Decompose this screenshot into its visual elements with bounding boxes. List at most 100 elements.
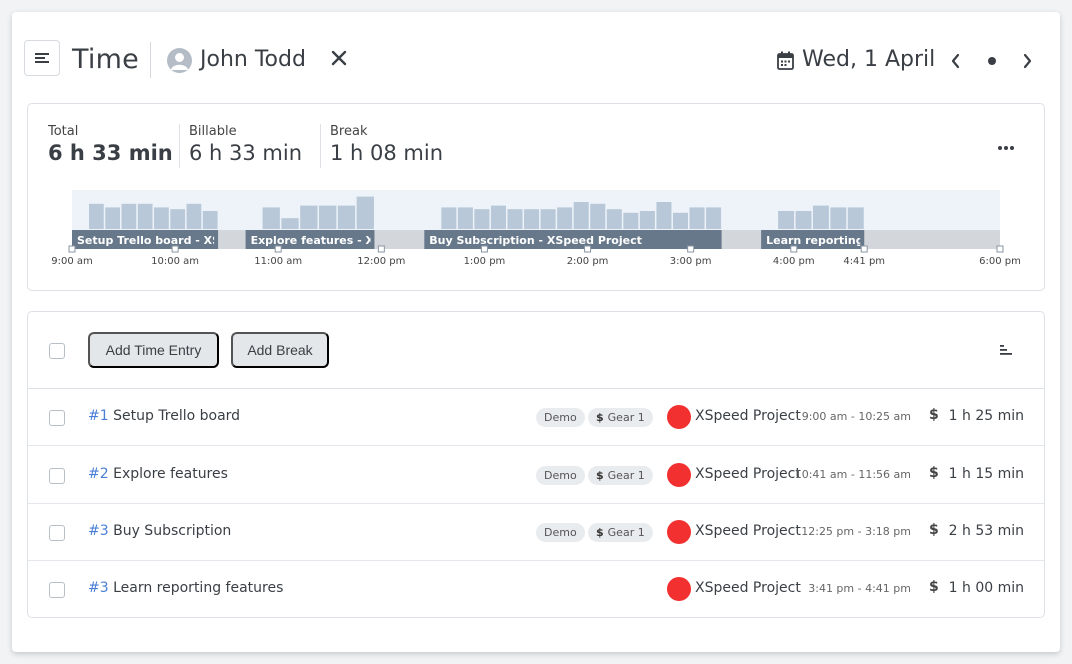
entry-duration[interactable]: 2 h 53 min (948, 523, 1024, 539)
entry-title[interactable]: #1 Setup Trello board (88, 408, 240, 424)
close-icon[interactable] (329, 48, 349, 68)
row-checkbox[interactable] (49, 582, 65, 598)
activity-bar (186, 203, 202, 229)
activity-bar (262, 207, 280, 229)
entry-title-text: Learn reporting features (113, 580, 284, 596)
chevron-left-icon[interactable] (946, 51, 966, 71)
dot-icon[interactable] (982, 51, 1002, 71)
total-stat: Total 6 h 33 min (48, 124, 173, 165)
activity-bar (457, 207, 473, 229)
list-toolbar: Add Time Entry Add Break (28, 312, 1044, 389)
activity-bar (121, 203, 137, 229)
activity-bar (606, 209, 622, 229)
project-name[interactable]: XSpeed Project (695, 580, 801, 596)
entry-title[interactable]: #2 Explore features (88, 466, 228, 482)
tag-chip: Demo (536, 408, 585, 427)
activity-bar (337, 205, 356, 229)
activity-bar (490, 205, 506, 229)
timeline-tick (790, 245, 798, 253)
time-range[interactable]: 9:00 am - 10:25 am (801, 410, 911, 423)
activity-bar (105, 207, 121, 229)
activity-bar (639, 211, 655, 229)
table-row[interactable]: #2 Explore features Demo $ Gear 1 XSpeed Pro… (28, 447, 1044, 504)
table-row[interactable]: #1 Setup Trello board Demo $ Gear 1 XSpeed P… (28, 389, 1044, 446)
activity-bar (137, 203, 153, 229)
more-icon[interactable] (996, 140, 1016, 156)
billable-dollar-icon[interactable]: $ (929, 522, 939, 538)
timeline-tick-label: 2:00 pm (567, 256, 609, 267)
add-break-button[interactable]: Add Break (231, 332, 329, 368)
timeline-tick (68, 245, 76, 253)
activity-bar (319, 205, 337, 229)
break-stat: Break 1 h 08 min (330, 124, 443, 165)
timeline-tick (584, 245, 592, 253)
entry-title[interactable]: #3 Learn reporting features (88, 580, 283, 596)
entry-title[interactable]: #3 Buy Subscription (88, 523, 231, 539)
date-display[interactable]: Wed, 1 April (802, 47, 936, 72)
project-name[interactable]: XSpeed Project (695, 408, 801, 424)
chevron-right-icon[interactable] (1017, 51, 1037, 71)
tag-label: Demo (544, 411, 577, 424)
entry-title-text: Explore features (113, 466, 228, 482)
entry-number[interactable]: #1 (88, 408, 109, 424)
entry-title-text: Setup Trello board (113, 408, 241, 424)
billable-dollar-icon[interactable]: $ (929, 407, 939, 423)
timeline-entry-label: Learn reporting features - XSpeed Projec… (766, 234, 1027, 247)
billable-value: 6 h 33 min (189, 141, 303, 165)
timeline-entry-bar[interactable] (761, 230, 865, 249)
timeline-tick (480, 245, 488, 253)
select-all-checkbox[interactable] (49, 343, 65, 359)
row-checkbox[interactable] (49, 410, 65, 426)
timeline-tick-label: 10:00 am (151, 256, 199, 267)
activity-bar (830, 207, 847, 229)
timeline-entry-label: Explore features - XSpeed Project (251, 234, 461, 247)
project-name[interactable]: XSpeed Project (695, 523, 801, 539)
page-title: Time (72, 44, 139, 75)
dollar-icon: $ (596, 526, 604, 539)
timeline-tick-label: 11:00 am (254, 256, 302, 267)
entry-duration[interactable]: 1 h 00 min (948, 580, 1024, 596)
activity-bar (672, 212, 689, 229)
timeline-entry-label: Setup Trello board - XSpeed Project (77, 234, 299, 247)
break-value: 1 h 08 min (330, 141, 444, 165)
user-avatar-icon (167, 48, 192, 73)
stat-divider (179, 124, 180, 168)
table-row[interactable]: #3 Learn reporting features XSpeed Projec… (28, 561, 1044, 618)
billable-dollar-icon[interactable]: $ (929, 579, 939, 595)
entry-duration[interactable]: 1 h 15 min (948, 466, 1024, 482)
timeline-chart: Setup Trello board - XSpeed ProjectExplo… (51, 190, 1027, 267)
row-checkbox[interactable] (49, 525, 65, 541)
activity-bar (590, 203, 606, 229)
billable-stat: Billable 6 h 33 min (189, 124, 302, 165)
billable-dollar-icon[interactable]: $ (929, 465, 939, 481)
timeline-tick (996, 245, 1004, 253)
entry-number[interactable]: #2 (88, 466, 109, 482)
time-range[interactable]: 10:41 am - 11:56 am (794, 468, 911, 481)
entry-number[interactable]: #3 (88, 523, 109, 539)
row-checkbox[interactable] (49, 468, 65, 484)
timeline-tick-label: 4:41 pm (843, 256, 885, 267)
entry-duration[interactable]: 1 h 25 min (948, 408, 1024, 424)
project-color-dot (667, 577, 691, 601)
entry-number[interactable]: #3 (88, 580, 109, 596)
activity-bar (623, 212, 639, 229)
user-name[interactable]: John Todd (200, 47, 306, 72)
time-range[interactable]: 12:25 pm - 3:18 pm (801, 525, 911, 538)
timeline-entry-bar[interactable] (424, 230, 722, 249)
timeline-tick-label: 9:00 am (51, 256, 93, 267)
activity-bar (170, 209, 186, 229)
activity-bar (778, 211, 795, 229)
activity-bar (540, 209, 556, 229)
timeline-entry-bar[interactable] (245, 230, 375, 249)
menu-button[interactable] (24, 40, 60, 76)
add-time-entry-button[interactable]: Add Time Entry (88, 332, 219, 368)
table-row[interactable]: #3 Buy Subscription Demo $ Gear 1 XSpeed Pro… (28, 504, 1044, 561)
project-name[interactable]: XSpeed Project (695, 466, 801, 482)
timeline-tick (171, 245, 179, 253)
timeline-entry-bar[interactable] (72, 230, 219, 249)
entry-title-text: Buy Subscription (113, 523, 232, 539)
stat-divider (320, 124, 321, 168)
timeline-tick-label: 6:00 pm (979, 256, 1021, 267)
sort-icon[interactable] (999, 344, 1013, 356)
time-range[interactable]: 3:41 pm - 4:41 pm (808, 582, 911, 595)
